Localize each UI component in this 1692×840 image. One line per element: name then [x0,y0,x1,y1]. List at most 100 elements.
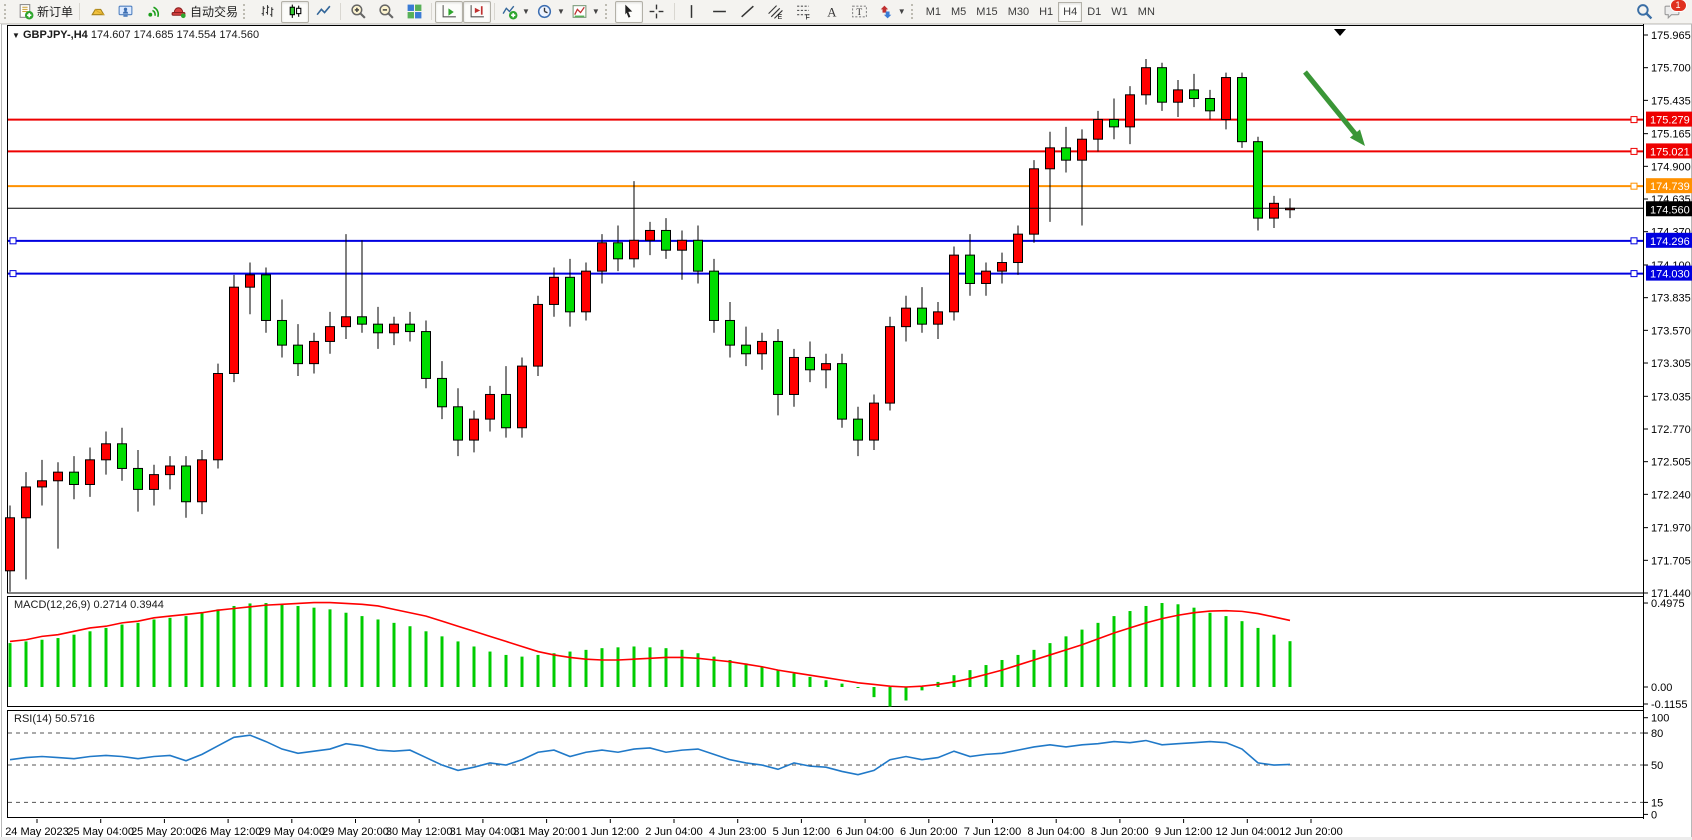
equidistant-channel-button[interactable]: E [762,1,790,23]
panel-borders [7,24,1644,819]
shapes-button[interactable]: ▼ [874,1,909,23]
text-button[interactable]: A [818,1,846,23]
search-icon [1636,3,1653,20]
indicators-button[interactable]: ▼ [498,1,533,23]
template-icon [571,3,588,20]
svg-text:15: 15 [1651,797,1663,809]
text-label-button[interactable]: T [846,1,874,23]
toolbar-grip[interactable] [910,4,917,19]
vertical-line-icon [683,3,700,20]
toolbar-grip[interactable] [604,4,611,19]
svg-text:31 May 04:00: 31 May 04:00 [450,826,517,838]
toolbar-grip[interactable] [243,4,249,19]
tab-w1[interactable]: W1 [1111,5,1128,18]
svg-text:175.965: 175.965 [1651,30,1691,42]
zoom-out-button[interactable] [372,1,400,23]
candlestick-chart-button[interactable] [281,0,310,23]
bar-chart-icon [259,3,276,20]
chart-area[interactable]: 175.965 175.700 175.435 175.165 174.900 174.6… [0,23,1692,840]
gold-ingot-icon [89,3,106,20]
line-chart-button[interactable] [309,1,337,23]
svg-text:25 May 04:00: 25 May 04:00 [67,826,134,838]
cloud-terminal-button[interactable] [111,1,139,23]
tab-m5[interactable]: M5 [951,5,967,18]
crosshair-button[interactable] [643,1,671,23]
clock-icon [536,3,553,20]
symbol-dropdown-icon[interactable]: ▼ [12,31,20,40]
chart-symbol-header[interactable]: ▼ GBPJPY-,H4 174.607 174.685 174.554 174… [12,29,259,41]
tab-d1[interactable]: D1 [1087,5,1102,18]
tab-mn[interactable]: MN [1137,5,1155,18]
ohlc-values: 174.607 174.685 174.554 174.560 [90,29,260,41]
candlesticks [5,59,1295,592]
chart-shift-marker[interactable] [1334,29,1346,36]
vertical-line-button[interactable] [678,1,706,23]
chart-canvas[interactable]: 175.965 175.700 175.435 175.165 174.900 174.6… [0,23,1692,840]
new-order-button[interactable]: 新订单 [14,1,76,23]
svg-text:175.700: 175.700 [1651,63,1691,75]
horizontal-line-icon [711,3,728,20]
fibonacci-button[interactable]: F [790,1,818,23]
svg-text:175.021: 175.021 [1650,146,1690,158]
chevron-down-icon: ▼ [522,7,530,16]
svg-text:6 Jun 20:00: 6 Jun 20:00 [900,826,958,838]
toolbar-separator [431,3,433,20]
svg-text:26 May 12:00: 26 May 12:00 [195,826,262,838]
rsi-panel: 100 80 50 150 [8,713,1669,821]
cursor-button[interactable] [614,0,643,23]
tab-m1[interactable]: M1 [925,5,941,18]
tile-windows-button[interactable] [400,1,428,23]
svg-text:174.739: 174.739 [1650,181,1690,193]
search-button[interactable] [1630,1,1658,23]
svg-text:171.970: 171.970 [1651,523,1691,535]
toolbar-grip[interactable] [4,4,10,19]
new-order-icon [17,3,34,20]
svg-text:50: 50 [1651,760,1663,772]
chevron-down-icon: ▼ [556,7,565,16]
zoom-in-button[interactable] [344,1,372,23]
bar-chart-button[interactable] [253,1,281,23]
auto-trading-button[interactable]: 自动交易 [167,1,241,23]
gold-ingot-button[interactable] [83,1,111,23]
signals-button[interactable] [139,1,167,23]
text-label-icon: T [851,3,868,20]
auto-trading-icon [170,3,187,20]
tab-m30[interactable]: M30 [1007,5,1030,18]
svg-text:12 Jun 20:00: 12 Jun 20:00 [1279,826,1343,838]
line-chart-icon [315,3,332,20]
notification-badge: 1 [1669,0,1687,12]
templates-button[interactable]: ▼ [568,1,603,23]
horizontal-line-objects[interactable]: 175.279 175.021 174.739 174.296 174.030 [8,111,1692,281]
svg-text:T: T [857,7,863,18]
horizontal-line-button[interactable] [706,1,734,23]
svg-text:4 Jun 23:00: 4 Jun 23:00 [709,826,767,838]
svg-text:29 May 20:00: 29 May 20:00 [322,826,389,838]
indicators-icon [501,3,518,20]
periods-button[interactable]: ▼ [533,1,568,23]
monitor-icon [117,3,134,20]
tab-h4[interactable]: H4 [1058,1,1083,22]
macd-indicator-label: MACD(12,26,9) 0.2714 0.3944 [14,599,164,611]
svg-text:0: 0 [1651,809,1657,821]
svg-text:173.570: 173.570 [1651,325,1691,337]
chart-shift-button[interactable] [463,0,492,23]
auto-scroll-button[interactable] [435,0,464,23]
auto-trading-label: 自动交易 [190,5,239,19]
trendline-button[interactable] [734,1,762,23]
tab-h1[interactable]: H1 [1039,5,1054,18]
chevron-down-icon: ▼ [591,7,600,16]
svg-text:173.305: 173.305 [1651,358,1691,370]
svg-text:-0.1155: -0.1155 [1651,699,1688,711]
svg-text:12 Jun 04:00: 12 Jun 04:00 [1215,826,1279,838]
notifications-button[interactable]: 1 [1658,0,1687,23]
svg-text:E: E [778,14,783,20]
crosshair-icon [648,3,665,20]
svg-text:29 May 04:00: 29 May 04:00 [258,826,325,838]
chevron-down-icon: ▼ [897,7,906,16]
svg-text:175.165: 175.165 [1651,129,1691,141]
arrow-annotation[interactable] [1303,70,1365,146]
svg-text:80: 80 [1651,728,1663,740]
tab-m15[interactable]: M15 [976,5,998,18]
